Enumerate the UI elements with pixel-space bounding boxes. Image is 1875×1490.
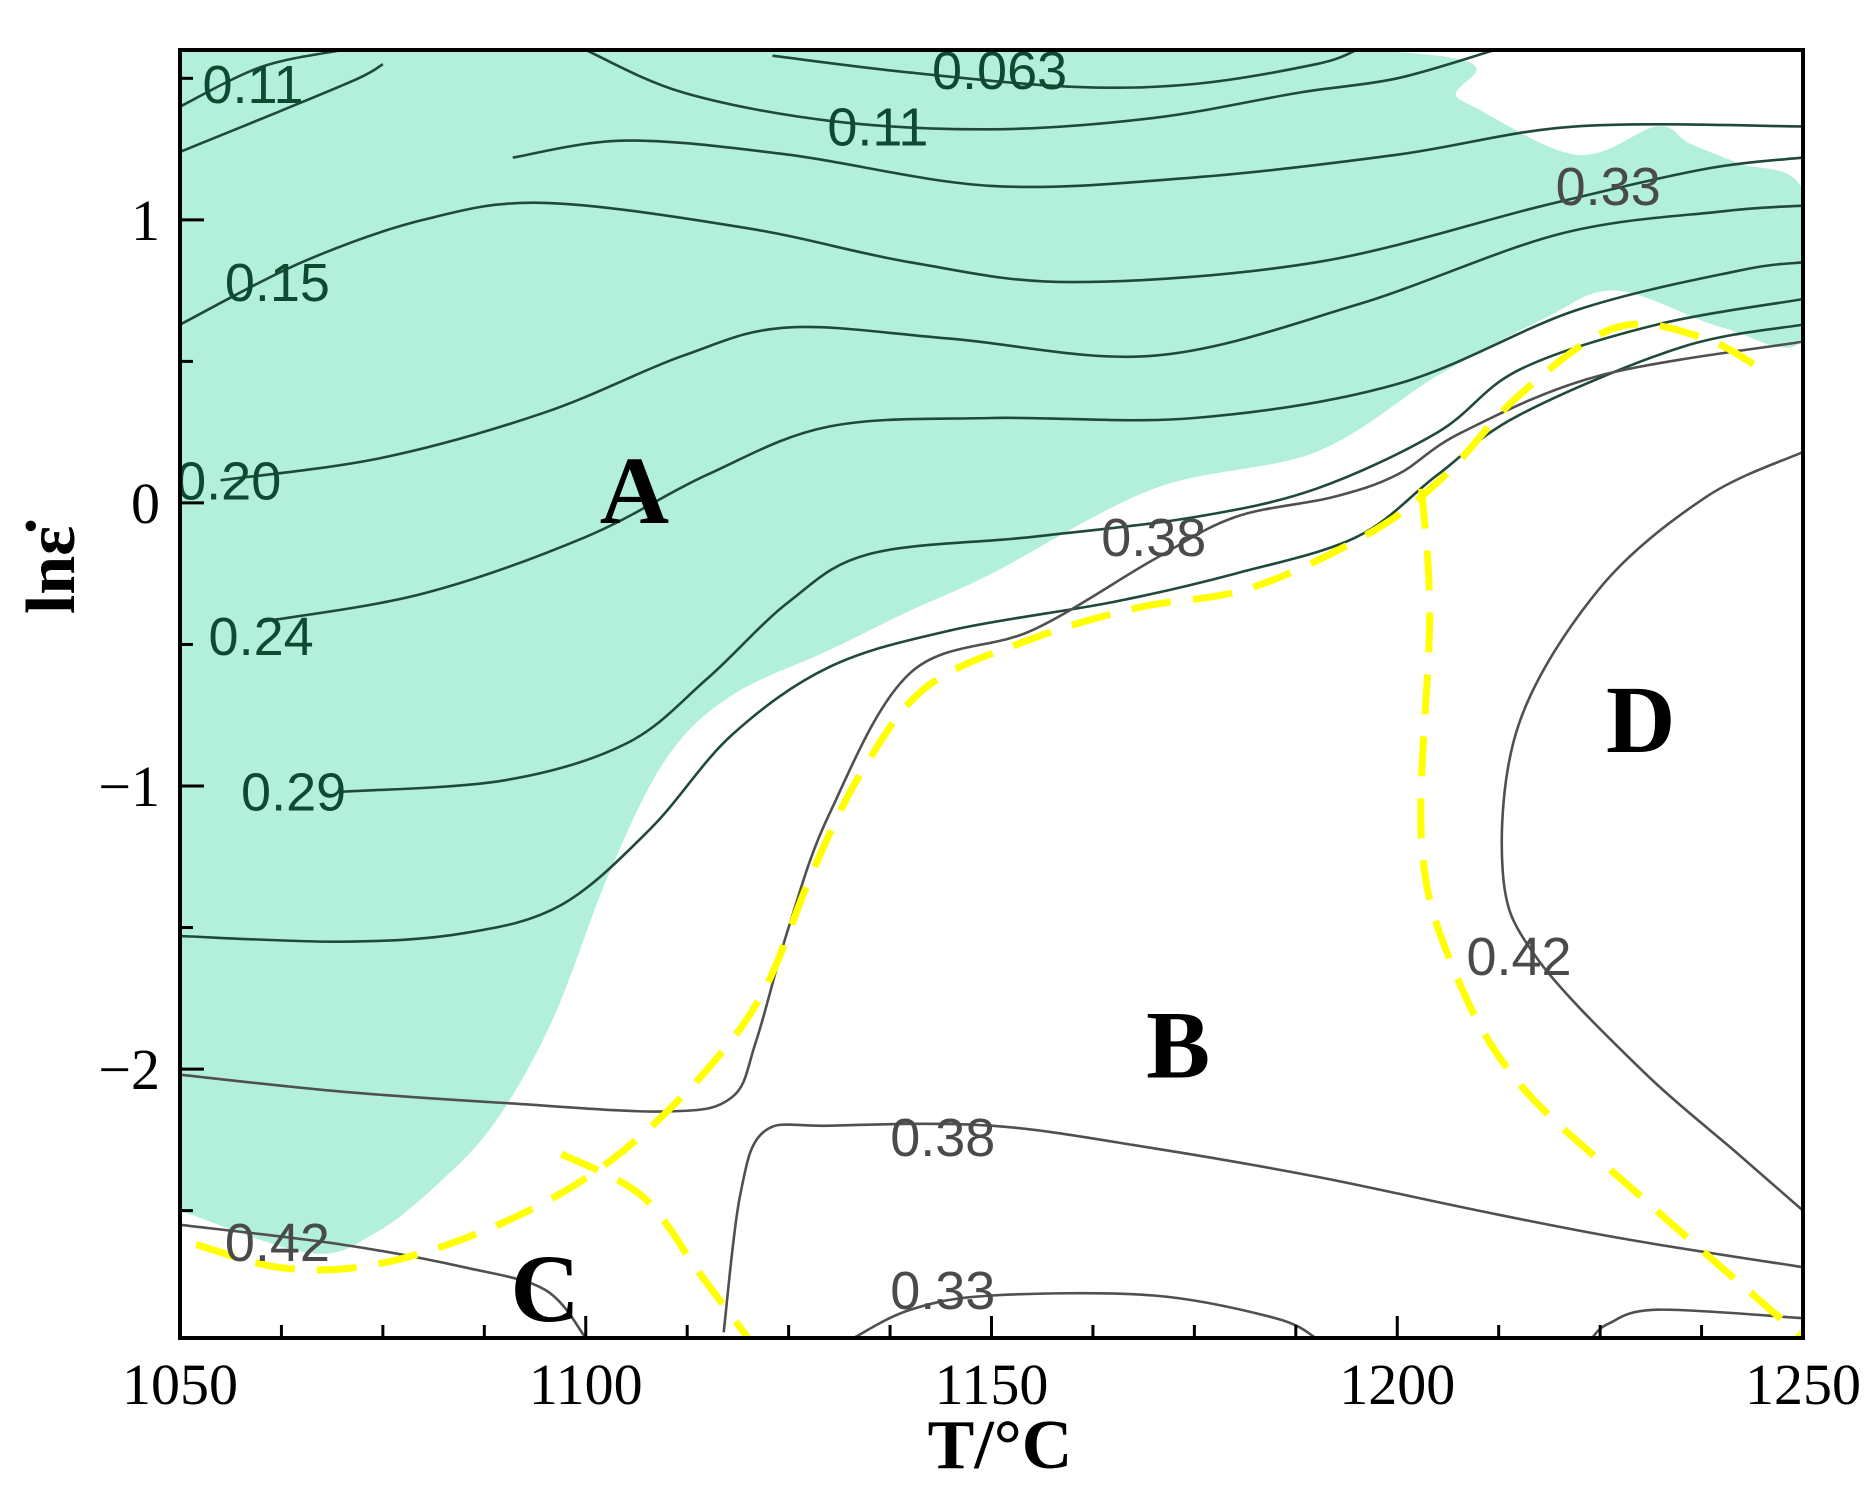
region-annotations: A B C D — [511, 437, 1676, 1342]
y-tick-label: 1 — [131, 188, 160, 253]
instability-shaded-region — [180, 50, 1803, 1254]
x-tick-label: 1050 — [122, 1352, 238, 1417]
region-label-b: B — [1146, 992, 1210, 1099]
contour-label-8: 0.38 — [1101, 508, 1206, 568]
x-tick-label: 1200 — [1339, 1352, 1455, 1417]
contour-line-14 — [1500, 450, 1803, 1212]
x-tick-label: 1150 — [935, 1352, 1049, 1417]
contour-line-3 — [180, 63, 384, 154]
domain-boundary-0 — [195, 320, 1773, 1274]
contour-label-5: 0.24 — [209, 607, 314, 667]
contour-label-0: 0.063 — [932, 41, 1067, 101]
contour-line-13 — [180, 1223, 587, 1338]
contour-label-1: 0.11 — [202, 55, 303, 115]
contour-line-0 — [772, 50, 1358, 90]
contour-label-12: 0.42 — [225, 1213, 330, 1273]
contour-line-9 — [180, 323, 1803, 944]
x-tick-label: 1100 — [529, 1352, 643, 1417]
contour-label-3: 0.15 — [225, 253, 330, 313]
axis-tick-labels: 1050 1100 1150 1200 1250 −2 −1 0 1 — [98, 188, 1861, 1417]
contour-line-11 — [722, 1122, 1803, 1333]
axis-ticks — [180, 76, 1704, 1338]
contour-line-2 — [585, 50, 1495, 131]
contour-label-6: 0.29 — [241, 763, 346, 823]
y-tick-label: −2 — [98, 1037, 160, 1102]
contour-lines — [180, 50, 1803, 1338]
contour-label-7: 0.33 — [1556, 157, 1661, 217]
y-axis-title: lnε̇ — [13, 520, 90, 614]
x-tick-label: 1250 — [1745, 1352, 1861, 1417]
domain-boundaries — [195, 320, 1803, 1338]
contour-label-10: 0.38 — [890, 1108, 995, 1168]
contour-labels: 0.0630.110.110.150.200.240.290.330.380.4… — [176, 41, 1661, 1321]
contour-line-7 — [260, 261, 1803, 624]
contour-line-12 — [852, 1291, 1317, 1338]
domain-boundary-2 — [1417, 488, 1803, 1338]
contour-line-5 — [180, 156, 1803, 326]
domain-boundary-1 — [559, 1150, 751, 1338]
region-label-a: A — [600, 437, 669, 544]
contour-line-1 — [180, 50, 343, 108]
plot-area: 0.0630.110.110.150.200.240.290.330.380.4… — [176, 41, 1803, 1338]
y-tick-label: 0 — [131, 471, 160, 536]
x-axis-title: T/°C — [928, 1407, 1073, 1484]
contour-label-11: 0.33 — [890, 1261, 995, 1321]
contour-line-8 — [342, 297, 1803, 793]
contour-label-4: 0.20 — [176, 451, 281, 511]
contour-line-10 — [180, 340, 1803, 1113]
region-label-c: C — [511, 1235, 580, 1342]
contour-label-9: 0.42 — [1466, 927, 1571, 987]
region-label-d: D — [1606, 666, 1675, 773]
contour-line-6 — [220, 204, 1803, 482]
contour-label-2: 0.11 — [827, 97, 928, 157]
y-tick-label: −1 — [98, 754, 160, 819]
contour-line-4 — [512, 123, 1803, 189]
